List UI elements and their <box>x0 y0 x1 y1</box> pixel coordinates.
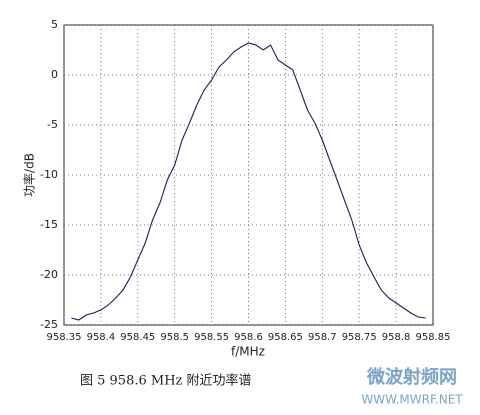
x-tick-label: 958.65 <box>268 332 303 343</box>
spectrum-line <box>71 42 426 321</box>
x-tick-label: 958.4 <box>87 332 116 343</box>
y-tick-label: -15 <box>40 218 58 231</box>
x-tick-label: 958.85 <box>416 332 451 343</box>
caption: 图 5 958.6 MHz 附近功率谱 <box>80 373 252 389</box>
y-tick-label: -20 <box>40 268 58 281</box>
x-tick-label: 958.7 <box>308 332 337 343</box>
y-tick-label: -25 <box>40 318 58 331</box>
y-tick-label: -5 <box>47 118 58 131</box>
x-axis-label: f/MHz <box>231 345 265 359</box>
x-tick-label: 958.6 <box>234 332 263 343</box>
x-tick-label: 958.35 <box>47 332 82 343</box>
watermark-url: WWW.MWRF.NET <box>361 393 463 407</box>
y-tick-label: 5 <box>51 18 58 31</box>
y-axis-label: 功率/dB <box>22 153 37 197</box>
x-tick-label: 958.5 <box>160 332 189 343</box>
x-tick-label: 958.55 <box>194 332 229 343</box>
x-tick-label: 958.8 <box>382 332 411 343</box>
watermark: 微波射频网 <box>366 366 457 388</box>
y-tick-label: 0 <box>51 68 58 81</box>
x-tick-label: 958.45 <box>120 332 155 343</box>
x-tick-label: 958.75 <box>342 332 377 343</box>
y-tick-label: -10 <box>40 168 58 181</box>
